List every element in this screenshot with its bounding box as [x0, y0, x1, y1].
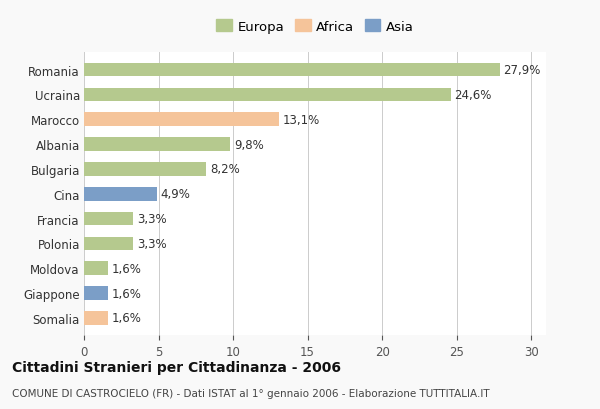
Bar — [84, 311, 108, 325]
Bar — [84, 237, 133, 251]
Text: 1,6%: 1,6% — [112, 262, 142, 275]
Text: COMUNE DI CASTROCIELO (FR) - Dati ISTAT al 1° gennaio 2006 - Elaborazione TUTTIT: COMUNE DI CASTROCIELO (FR) - Dati ISTAT … — [12, 389, 490, 398]
Text: 3,3%: 3,3% — [137, 237, 167, 250]
Text: 9,8%: 9,8% — [234, 138, 263, 151]
Text: Cittadini Stranieri per Cittadinanza - 2006: Cittadini Stranieri per Cittadinanza - 2… — [12, 360, 341, 374]
Text: 27,9%: 27,9% — [503, 64, 541, 77]
Text: 4,9%: 4,9% — [161, 188, 191, 201]
Bar — [84, 187, 157, 201]
Text: 1,6%: 1,6% — [112, 287, 142, 300]
Bar — [84, 262, 108, 275]
Text: 13,1%: 13,1% — [283, 114, 320, 126]
Bar — [84, 163, 206, 176]
Text: 8,2%: 8,2% — [210, 163, 239, 176]
Bar — [84, 286, 108, 300]
Text: 1,6%: 1,6% — [112, 312, 142, 324]
Bar — [84, 138, 230, 152]
Text: 3,3%: 3,3% — [137, 213, 167, 225]
Bar — [84, 64, 500, 77]
Legend: Europa, Africa, Asia: Europa, Africa, Asia — [214, 18, 416, 36]
Bar — [84, 88, 451, 102]
Text: 24,6%: 24,6% — [454, 89, 492, 102]
Bar — [84, 212, 133, 226]
Bar — [84, 113, 279, 127]
